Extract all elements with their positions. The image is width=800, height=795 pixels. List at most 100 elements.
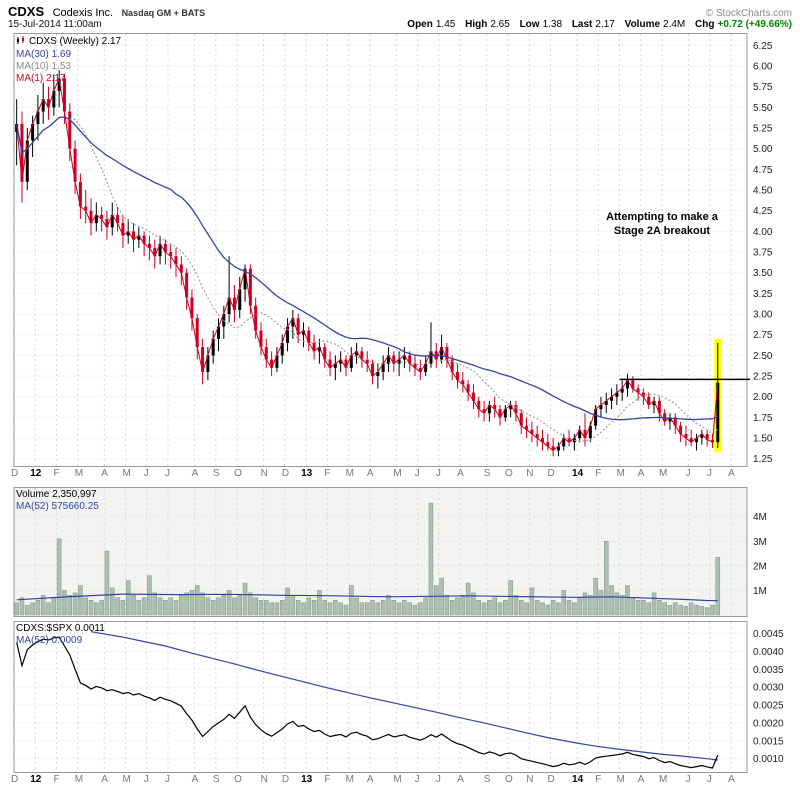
month-label: M (659, 774, 668, 785)
month-label: J (165, 468, 171, 479)
month-label: N (526, 774, 534, 785)
month-label: O (504, 468, 513, 479)
month-label: M (74, 774, 84, 785)
svg-text:2.25: 2.25 (753, 372, 773, 383)
price-chart: 1.25 1.50 1.75 2.00 2.25 2.50 2.75 3.00 3.25 3.50… (13, 33, 773, 467)
ma30-line (16, 116, 719, 421)
ticker-symbol: CDXS (8, 4, 45, 19)
ratio-line (16, 636, 719, 769)
month-label: J (435, 468, 441, 479)
volume-label: Volume (624, 19, 661, 30)
svg-text:1M: 1M (753, 586, 767, 597)
month-label: F (595, 774, 602, 785)
svg-text:4.00: 4.00 (753, 227, 773, 238)
svg-text:4.50: 4.50 (753, 186, 773, 197)
month-label: M (74, 468, 84, 479)
svg-text:4.25: 4.25 (753, 206, 773, 217)
title-block: CDXS Codexis Inc. Nasdaq GM + BATS (8, 3, 205, 21)
month-label: S (483, 774, 491, 785)
month-label: M (616, 774, 625, 785)
month-label: M (122, 774, 131, 785)
month-label: J (414, 468, 420, 479)
month-label: M (345, 774, 354, 785)
low-value: 1.38 (542, 19, 563, 30)
month-label: M (345, 468, 354, 479)
month-label: J (685, 774, 691, 785)
month-label: D (547, 468, 555, 479)
month-label: J (414, 774, 420, 785)
month-label: J (706, 468, 712, 479)
svg-text:4M: 4M (753, 512, 767, 523)
month-label: F (53, 468, 60, 479)
year-label: 12 (30, 774, 42, 785)
month-label: A (101, 774, 108, 785)
candles (15, 70, 720, 457)
month-label: M (393, 774, 402, 785)
svg-text:2.00: 2.00 (753, 392, 773, 403)
month-label: A (191, 468, 199, 479)
chg-value: +0.72 (+49.66%) (717, 19, 793, 30)
price-x-axis: D 12 F M A M J J A S O N D 13 F M A M J J A S O N D 14 F M A M J J A (0, 468, 800, 482)
month-label: J (143, 468, 149, 479)
svg-text:0.0030: 0.0030 (753, 683, 784, 694)
ratio-x-axis: D 12 F M A M J J A S O N D 13 F M A M J J A S O N D 14 F M A M J J A (0, 774, 800, 788)
year-label: 13 (301, 774, 313, 785)
month-label: A (457, 774, 464, 785)
year-label: 14 (572, 774, 584, 785)
svg-text:0.0045: 0.0045 (753, 629, 784, 640)
svg-text:6.00: 6.00 (753, 62, 773, 73)
month-label: A (637, 774, 645, 785)
volume-chart: 1M 2M 3M 4M (13, 487, 767, 617)
month-label: O (234, 774, 242, 785)
open-value: 1.45 (435, 19, 456, 30)
month-label: M (122, 468, 131, 479)
svg-text:0.0015: 0.0015 (753, 736, 784, 747)
chg-label: Chg (695, 19, 715, 30)
svg-text:1.50: 1.50 (753, 434, 773, 445)
month-label: O (504, 774, 513, 785)
svg-text:5.50: 5.50 (753, 103, 773, 114)
svg-text:0.0020: 0.0020 (753, 718, 784, 729)
svg-text:1.25: 1.25 (753, 454, 773, 465)
exchange-label: Nasdaq GM + BATS (121, 8, 206, 18)
month-label: A (457, 468, 464, 479)
month-label: M (393, 468, 402, 479)
month-label: D (11, 774, 19, 785)
month-label: S (212, 774, 220, 785)
month-label: D (281, 774, 290, 785)
svg-text:0.0025: 0.0025 (753, 701, 784, 712)
month-label: D (11, 468, 19, 479)
stockcharts-copyright: © StockCharts.com (705, 8, 792, 19)
month-label: J (706, 774, 712, 785)
svg-text:0.0010: 0.0010 (753, 754, 784, 765)
ma1-line (16, 76, 719, 452)
svg-text:5.25: 5.25 (753, 124, 773, 135)
company-name: Codexis Inc. (52, 7, 114, 19)
month-label: A (728, 774, 735, 785)
month-label: S (212, 468, 220, 479)
month-label: A (191, 774, 199, 785)
month-label: N (260, 774, 268, 785)
svg-text:1.75: 1.75 (753, 413, 773, 424)
month-label: J (685, 468, 691, 479)
month-label: A (728, 468, 735, 479)
month-label: J (143, 774, 149, 785)
quote-header: 15-Jul-2014 11:00am Open 1.45 High 2.65 Lo… (8, 19, 792, 30)
month-label: F (595, 468, 602, 479)
month-label: F (53, 774, 60, 785)
svg-text:6.25: 6.25 (753, 41, 773, 52)
annotation-line1: Attempting to make a (606, 211, 718, 223)
month-label: M (659, 468, 668, 479)
month-label: A (637, 468, 645, 479)
svg-text:3.50: 3.50 (753, 268, 773, 279)
high-label: High (465, 19, 488, 30)
chart-header: CDXS Codexis Inc. Nasdaq GM + BATS © Sto… (8, 3, 792, 21)
ratio-ma-line (90, 631, 718, 761)
month-label: F (324, 468, 331, 479)
last-label: Last (571, 19, 593, 30)
stage-breakout-annotation: Attempting to make a Stage 2A breakout (578, 210, 746, 238)
month-label: A (366, 774, 374, 785)
svg-text:2M: 2M (753, 561, 767, 572)
month-label: A (101, 468, 108, 479)
